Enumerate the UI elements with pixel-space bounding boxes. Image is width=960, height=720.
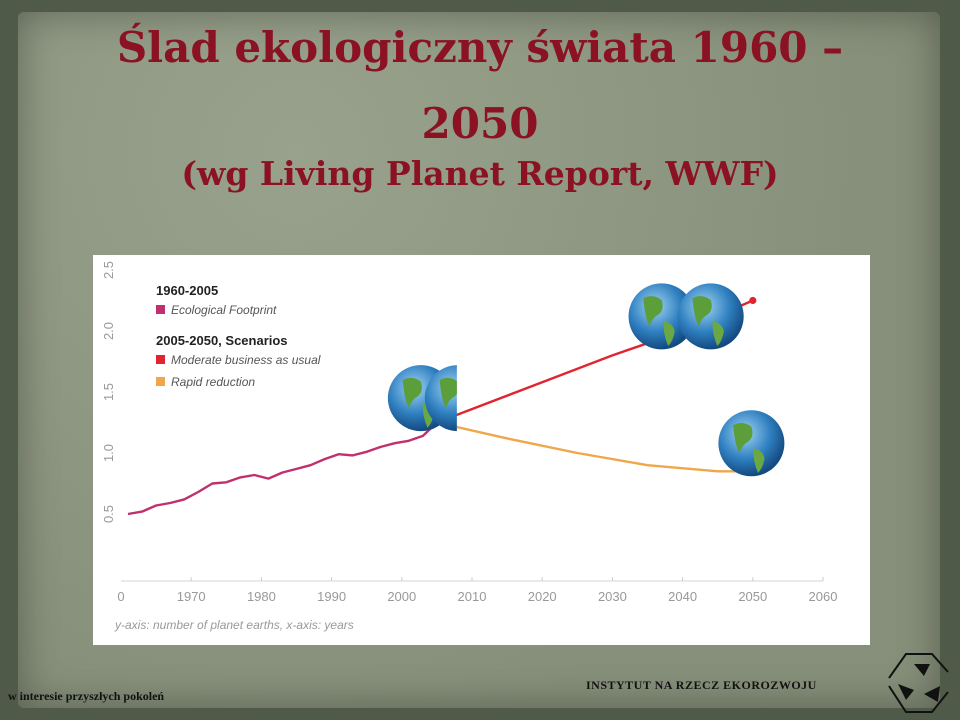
legend-swatch-footprint — [156, 305, 165, 314]
x-tick-label: 1980 — [247, 589, 276, 604]
footer-motto: w interesie przyszłych pokoleń — [8, 689, 165, 703]
y-tick-label: 2.0 — [101, 322, 116, 340]
chart-legend: 1960-2005 Ecological Footprint 2005-2050… — [156, 283, 321, 389]
slide-title-continued: 2050 — [421, 99, 539, 148]
chart-panel: 0 1970 1980 1990 2000 2010 2020 2030 2040 2050 206… — [93, 255, 870, 645]
x-tick-label: 2030 — [598, 589, 627, 604]
earth-globe-icon — [677, 283, 744, 350]
footer-institute-name: INSTYTUT NA RZECZ EKOROZWOJU — [586, 678, 817, 692]
x-tick-label: 2040 — [668, 589, 697, 604]
earth-globe-icon — [628, 283, 695, 350]
legend-item-footprint: Ecological Footprint — [171, 303, 277, 317]
axis-caption: y-axis: number of planet earths, x-axis:… — [114, 618, 354, 632]
legend-item-moderate: Moderate business as usual — [171, 353, 321, 367]
legend-swatch-moderate — [156, 355, 165, 364]
y-tick-label: 2.5 — [101, 261, 116, 279]
y-tick-label: 1.5 — [101, 383, 116, 401]
x-tick-label: 2010 — [458, 589, 487, 604]
legend-group1-title: 1960-2005 — [156, 283, 218, 298]
x-tick-label-origin: 0 — [117, 589, 124, 604]
x-tick-label: 1990 — [317, 589, 346, 604]
earth-globe-icon — [424, 365, 457, 432]
x-tick-label: 1970 — [177, 589, 206, 604]
x-tick-label: 2060 — [809, 589, 838, 604]
series-line-rapid — [436, 421, 753, 473]
ecological-footprint-chart: 0 1970 1980 1990 2000 2010 2020 2030 2040 2050 206… — [101, 261, 838, 632]
x-tick-label: 2000 — [387, 589, 416, 604]
slide-title: Ślad ekologiczny świata 1960 – — [116, 23, 844, 72]
legend-group2-title: 2005-2050, Scenarios — [156, 333, 288, 348]
y-tick-label: 1.0 — [101, 444, 116, 462]
x-tick-label: 2020 — [528, 589, 557, 604]
series-line-footprint — [127, 421, 438, 516]
legend-item-rapid: Rapid reduction — [171, 375, 255, 389]
slide-subtitle: (wg Living Planet Report, WWF) — [181, 154, 779, 193]
x-tick-label: 2050 — [738, 589, 767, 604]
institute-logo-icon — [888, 653, 949, 713]
y-tick-label: 0.5 — [101, 505, 116, 523]
series-marker — [749, 296, 757, 305]
legend-swatch-rapid — [156, 377, 165, 386]
earth-globe-icon — [718, 410, 785, 477]
